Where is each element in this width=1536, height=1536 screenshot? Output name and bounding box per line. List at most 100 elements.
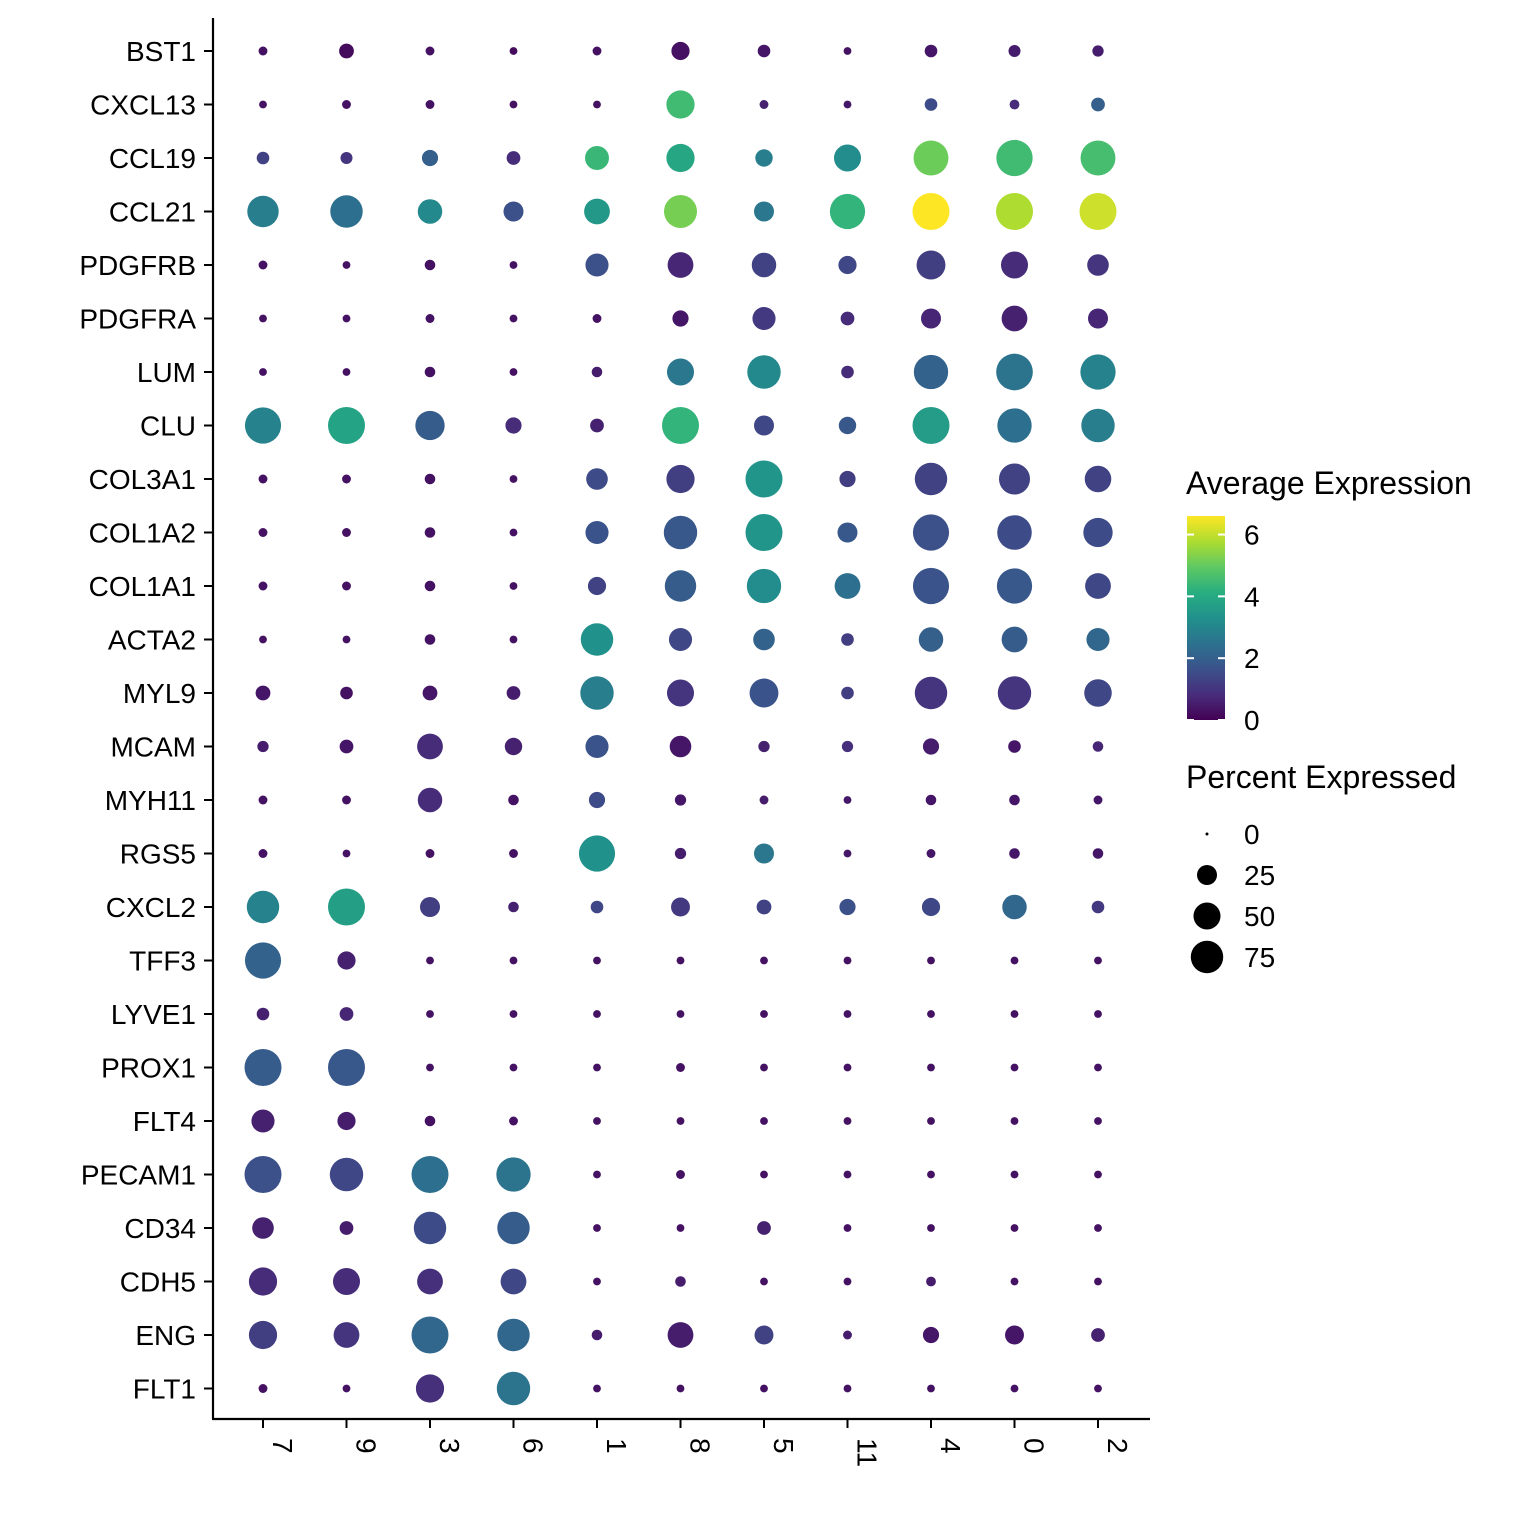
y-tick-label: PECAM1 (81, 1160, 196, 1191)
dot-lum-cluster-9 (342, 368, 351, 376)
dot-ccl19-cluster-2 (1080, 140, 1116, 176)
dot-lum-cluster-2 (1080, 354, 1116, 390)
dot-flt4-cluster-5 (760, 1117, 768, 1125)
dot-ccl21-cluster-3 (417, 199, 443, 224)
dot-acta2-cluster-5 (753, 628, 775, 651)
dot-mcam-cluster-5 (758, 740, 770, 753)
dot-myl9-cluster-0 (997, 676, 1032, 710)
dot-ccl21-cluster-1 (584, 198, 610, 225)
dot-acta2-cluster-2 (1086, 627, 1110, 652)
dot-cxcl13-cluster-5 (759, 100, 769, 109)
dot-clu-cluster-2 (1081, 408, 1115, 443)
dot-pdgfrb-cluster-4 (916, 250, 946, 280)
dot-eng-cluster-2 (1091, 1328, 1105, 1342)
dot-prox1-cluster-4 (927, 1063, 935, 1072)
color-legend-tick-label: 2 (1244, 643, 1260, 674)
size-legend-tick-label: 25 (1244, 860, 1275, 891)
dot-col1a1-cluster-3 (424, 580, 436, 592)
dot-pdgfra-cluster-0 (1001, 305, 1028, 332)
dot-pdgfra-cluster-8 (672, 310, 689, 327)
dot-col1a2-cluster-4 (912, 514, 950, 551)
dot-lum-cluster-4 (913, 354, 949, 390)
dot-myh11-cluster-3 (417, 787, 443, 813)
dot-ccl21-cluster-7 (247, 195, 279, 228)
y-tick-label: COL3A1 (89, 464, 196, 495)
dot-ccl21-cluster-8 (663, 194, 698, 229)
dot-flt1-cluster-4 (927, 1384, 935, 1393)
dot-clu-cluster-0 (997, 408, 1032, 443)
y-tick-label: CCL21 (109, 197, 196, 228)
dot-pecam1-cluster-7 (244, 1156, 282, 1193)
dot-cxcl2-cluster-0 (1002, 894, 1027, 920)
dot-ccl19-cluster-4 (913, 140, 949, 176)
dot-cxcl2-cluster-1 (590, 900, 604, 914)
dot-cxcl2-cluster-3 (420, 897, 440, 917)
dot-col3a1-cluster-7 (258, 474, 268, 484)
dot-mcam-cluster-6 (504, 737, 523, 756)
dot-col1a2-cluster-7 (258, 528, 268, 537)
dot-myh11-cluster-4 (925, 794, 937, 806)
dot-flt1-cluster-11 (843, 1384, 852, 1393)
dot-flt1-cluster-2 (1094, 1384, 1102, 1393)
dot-col1a2-cluster-3 (424, 527, 436, 538)
dot-lyve1-cluster-1 (593, 1010, 601, 1018)
dot-bst1-cluster-9 (339, 43, 354, 59)
dot-tff3-cluster-8 (676, 956, 685, 965)
dot-myh11-cluster-11 (843, 796, 852, 804)
dot-pdgfrb-cluster-7 (258, 260, 268, 270)
dot-ccl21-cluster-5 (754, 201, 774, 222)
dot-cdh5-cluster-8 (675, 1276, 686, 1287)
dot-ccl21-cluster-2 (1079, 193, 1117, 230)
dot-prox1-cluster-1 (593, 1063, 601, 1072)
dot-mcam-cluster-4 (922, 738, 940, 755)
dot-bst1-cluster-8 (671, 41, 690, 61)
dot-acta2-cluster-8 (668, 627, 693, 652)
dot-col1a1-cluster-7 (258, 581, 268, 591)
dot-lum-cluster-7 (259, 368, 267, 376)
dot-cd34-cluster-2 (1094, 1224, 1102, 1232)
dot-myl9-cluster-7 (255, 685, 271, 701)
y-tick-label: RGS5 (120, 839, 196, 870)
dot-myh11-cluster-9 (342, 795, 351, 805)
dot-myl9-cluster-5 (749, 678, 779, 708)
dot-cd34-cluster-9 (339, 1221, 354, 1235)
dot-lyve1-cluster-8 (676, 1010, 685, 1018)
dot-flt1-cluster-1 (593, 1384, 601, 1393)
dot-flt4-cluster-8 (676, 1117, 685, 1125)
y-tick-label: ENG (135, 1320, 196, 1351)
dot-pecam1-cluster-5 (760, 1170, 768, 1179)
dot-bst1-cluster-0 (1008, 45, 1021, 57)
size-legend-tick-label: 0 (1244, 819, 1260, 850)
dot-col1a1-cluster-0 (996, 568, 1033, 604)
dot-myl9-cluster-4 (914, 676, 948, 710)
dot-myl9-cluster-11 (841, 686, 854, 700)
dot-clu-cluster-7 (244, 407, 282, 444)
dot-cxcl2-cluster-8 (671, 897, 690, 917)
x-tick-label: 0 (1019, 1438, 1050, 1454)
y-tick-label: LUM (137, 357, 196, 388)
dot-cdh5-cluster-3 (417, 1268, 443, 1295)
y-tick-label: MYH11 (105, 785, 196, 816)
dot-eng-cluster-9 (333, 1322, 360, 1348)
dot-bst1-cluster-2 (1092, 45, 1104, 57)
dot-flt1-cluster-0 (1010, 1384, 1019, 1393)
dot-ccl19-cluster-5 (755, 149, 773, 167)
dot-pdgfrb-cluster-9 (342, 261, 351, 269)
x-tick-label: 4 (935, 1438, 966, 1454)
dot-cxcl13-cluster-2 (1091, 97, 1105, 112)
dot-pecam1-cluster-2 (1094, 1170, 1102, 1179)
dot-acta2-cluster-9 (342, 635, 351, 644)
dot-col1a1-cluster-9 (342, 581, 351, 591)
dot-prox1-cluster-7 (244, 1049, 282, 1086)
dot-rgs5-cluster-8 (674, 847, 687, 860)
dot-eng-cluster-6 (497, 1318, 530, 1352)
x-tick-label: 8 (685, 1438, 716, 1454)
dot-mcam-cluster-7 (257, 740, 269, 753)
dot-col1a2-cluster-11 (837, 522, 858, 543)
y-tick-label: CCL19 (109, 143, 196, 174)
dot-cxcl13-cluster-3 (425, 100, 435, 109)
y-tick-label: CXCL13 (90, 90, 196, 121)
dot-cdh5-cluster-1 (593, 1277, 601, 1286)
dot-acta2-cluster-4 (918, 627, 944, 652)
dot-ccl19-cluster-9 (340, 152, 353, 164)
